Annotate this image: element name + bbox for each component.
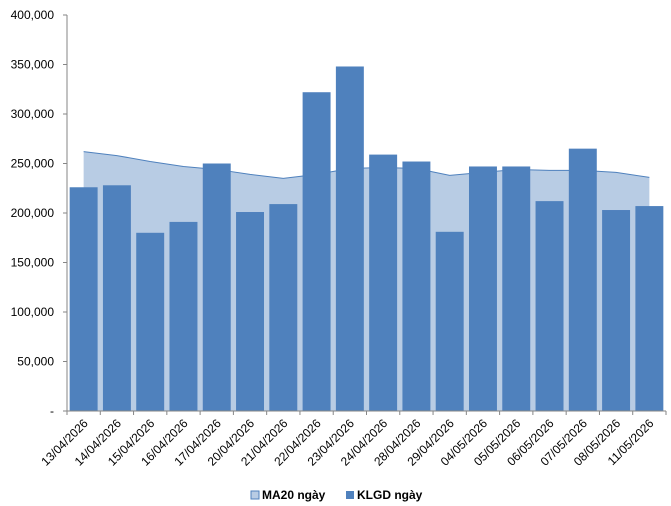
klgd-bar-layer <box>69 66 664 411</box>
bar-klgd <box>468 166 497 411</box>
x-tick-labels: 13/04/202614/04/202615/04/202616/04/2026… <box>38 416 656 469</box>
y-tick-label: 200,000 <box>11 206 55 220</box>
bar-klgd <box>102 185 131 411</box>
y-tick-label: 300,000 <box>11 107 55 121</box>
legend-label-klgd: KLGD ngày <box>357 488 423 502</box>
bar-klgd <box>236 212 265 411</box>
bar-klgd <box>402 161 431 411</box>
bar-klgd <box>269 204 298 411</box>
legend-swatch-klgd <box>346 491 354 499</box>
axes <box>63 14 667 415</box>
bar-klgd <box>635 206 664 411</box>
y-tick-label: 150,000 <box>11 256 55 270</box>
bar-klgd <box>169 221 198 411</box>
ma20-area-layer <box>83 151 650 411</box>
ma20-line <box>83 151 650 179</box>
bar-klgd <box>69 187 98 411</box>
y-tick-label: 50,000 <box>17 355 54 369</box>
bar-klgd <box>202 163 231 411</box>
bar-klgd <box>302 92 331 411</box>
bar-klgd <box>502 166 531 411</box>
bar-klgd <box>568 148 597 411</box>
legend-swatch-ma20 <box>250 490 260 500</box>
legend: MA20 ngày KLGD ngày <box>250 488 423 502</box>
bar-klgd <box>602 210 631 411</box>
legend-label-ma20: MA20 ngày <box>262 488 326 502</box>
ma20-area <box>83 151 650 411</box>
bar-klgd <box>535 201 564 411</box>
bar-klgd <box>369 154 398 411</box>
y-tick-label: 350,000 <box>11 58 55 72</box>
bar-klgd <box>335 66 364 411</box>
bar-klgd <box>136 232 165 411</box>
y-tick-labels: - 50,000 100,000 150,000 200,000 250,000 300,0… <box>11 8 55 418</box>
y-tick-label: 250,000 <box>11 157 55 171</box>
y-tick-label: - <box>50 404 54 418</box>
y-tick-label: 400,000 <box>11 8 55 22</box>
y-tick-label: 100,000 <box>11 305 55 319</box>
bar-klgd <box>435 231 464 411</box>
